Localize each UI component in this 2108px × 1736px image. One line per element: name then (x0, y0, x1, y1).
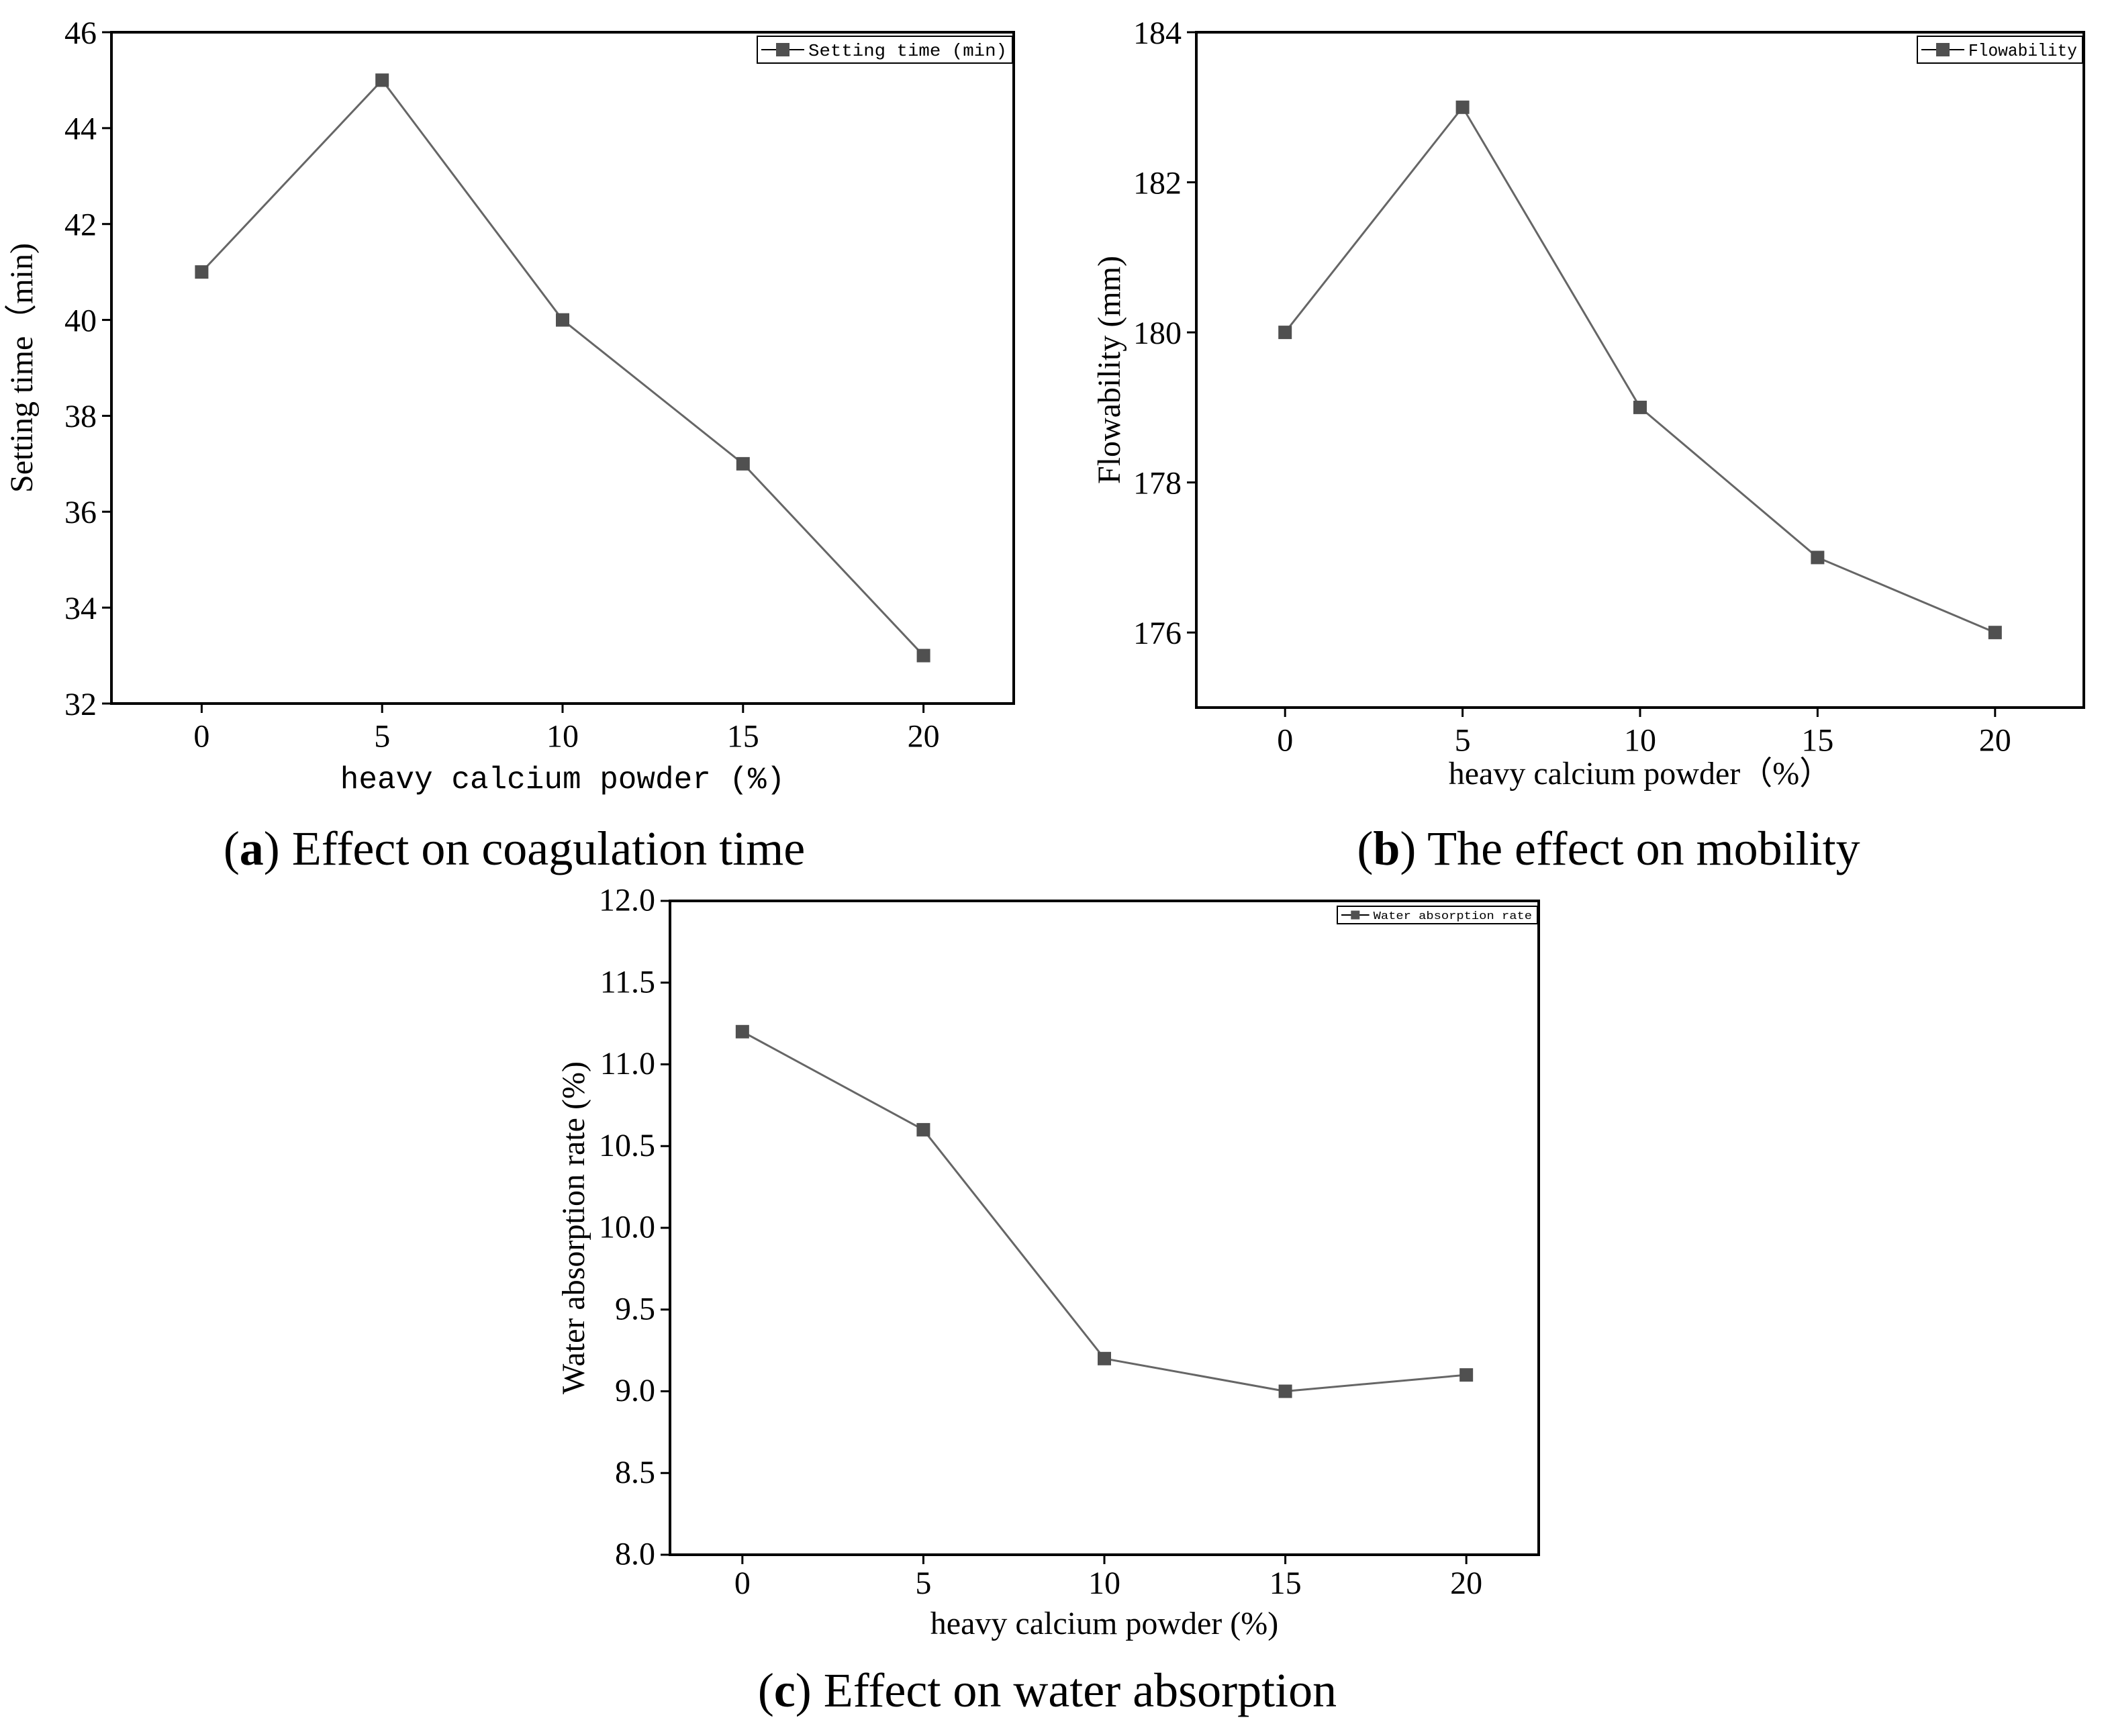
caption-letter: a (240, 822, 264, 875)
y-tick-label: 40 (64, 303, 97, 338)
y-tick-label: 44 (64, 111, 97, 147)
y-tick-label: 8.5 (615, 1455, 655, 1490)
data-point (916, 648, 930, 663)
data-point (1278, 326, 1292, 340)
caption: (b) The effect on mobility (1357, 822, 1860, 875)
caption-text: Effect on water absorption (812, 1663, 1337, 1717)
caption-paren: ( (1357, 822, 1373, 875)
y-tick-label: 180 (1133, 316, 1182, 351)
caption-letter: b (1373, 822, 1400, 875)
data-point (1278, 1384, 1292, 1398)
data-point (735, 1024, 749, 1039)
x-tick-label: 15 (1269, 1565, 1302, 1601)
x-axis-title: heavy calcium powder（%） (1449, 756, 1831, 791)
caption-paren: ( (758, 1663, 774, 1717)
caption-letter: c (774, 1663, 796, 1717)
data-point (1633, 400, 1647, 414)
x-tick-label: 0 (734, 1565, 751, 1601)
y-axis-title: Setting time（min) (4, 243, 40, 493)
x-tick-label: 5 (374, 718, 390, 754)
x-tick-label: 20 (1450, 1565, 1482, 1601)
caption-paren: ) (796, 1663, 812, 1717)
data-point (1988, 626, 2002, 640)
y-tick-label: 178 (1133, 465, 1182, 501)
y-tick-label: 42 (64, 207, 97, 243)
y-tick-label: 12.0 (599, 883, 655, 918)
legend-label: Water absorption rate (1374, 910, 1532, 923)
series-line (1284, 105, 1996, 634)
x-tick-label: 10 (546, 718, 579, 754)
y-tick-label: 176 (1133, 616, 1182, 651)
chart-panel-a: 32 34 36 38 40 42 44 46 0 5 10 15 20 heavy calcium po… (4, 15, 1015, 875)
legend: Flowability (1917, 36, 2083, 64)
y-tick-label: 32 (64, 687, 97, 722)
x-tick-label: 0 (193, 718, 209, 754)
y-tick-label: 9.0 (615, 1373, 655, 1408)
series-line (201, 79, 924, 657)
legend-label: Setting time (min) (808, 41, 1007, 61)
data-point (736, 456, 750, 471)
y-tick-label: 182 (1133, 165, 1182, 201)
x-tick-label: 5 (1455, 722, 1471, 758)
caption-text: The effect on mobility (1416, 822, 1860, 875)
x-tick-label: 20 (908, 718, 940, 754)
y-tick-label: 10.0 (599, 1210, 655, 1245)
legend-box (1337, 906, 1538, 924)
data-point (1455, 100, 1470, 114)
x-tick-label: 0 (1277, 722, 1293, 758)
data-point (375, 73, 389, 87)
x-axis-title: heavy calcium powder (%) (340, 763, 785, 798)
caption: (a) Effect on coagulation time (224, 822, 805, 875)
y-tick-label: 11.0 (600, 1046, 655, 1081)
y-tick-label: 36 (64, 495, 97, 530)
chart-panel-b: 176 178 180 182 184 0 5 10 15 20 heavy calcium pow… (1092, 15, 2085, 875)
y-tick-label: 184 (1133, 15, 1182, 51)
x-tick-label: 20 (1979, 722, 2011, 758)
y-tick-label: 9.5 (615, 1291, 655, 1327)
legend-marker-swatch (1936, 43, 1950, 56)
legend-label: Flowability (1968, 41, 2077, 61)
plot-frame (669, 900, 1540, 1556)
y-tick-label: 8.0 (615, 1537, 655, 1572)
caption: (c) Effect on water absorption (758, 1663, 1337, 1717)
legend-marker-swatch (1351, 910, 1360, 920)
y-tick-label: 34 (64, 591, 97, 626)
data-point (916, 1122, 930, 1137)
data-point (1811, 550, 1825, 565)
legend: Water absorption rate (1337, 906, 1538, 924)
data-point (1459, 1368, 1474, 1382)
x-tick-label: 15 (727, 718, 759, 754)
caption-paren: ) (1400, 822, 1416, 875)
data-point (195, 265, 209, 279)
y-axis-title: Flowability (mm) (1092, 256, 1127, 484)
data-point (556, 313, 569, 327)
x-tick-label: 10 (1624, 722, 1656, 758)
chart-panel-c: 8.0 8.5 9.0 9.5 10.0 10.5 11.0 11.5 12.0 0 5 10 15 20… (556, 883, 1540, 1717)
plot-frame (110, 31, 1015, 705)
caption-paren: ( (224, 822, 240, 875)
x-axis-title: heavy calcium powder (%) (930, 1606, 1278, 1641)
x-tick-label: 10 (1088, 1565, 1120, 1601)
y-tick-label: 46 (64, 15, 97, 51)
caption-paren: ) (264, 822, 280, 875)
data-point (1098, 1351, 1111, 1365)
legend: Setting time (min) (757, 36, 1013, 64)
y-tick-label: 11.5 (600, 964, 655, 1000)
legend-marker-swatch (776, 43, 789, 56)
y-tick-label: 38 (64, 399, 97, 434)
x-tick-label: 15 (1801, 722, 1833, 758)
x-tick-label: 5 (915, 1565, 931, 1601)
series-line (742, 1030, 1467, 1393)
y-tick-label: 10.5 (599, 1128, 655, 1163)
caption-text: Effect on coagulation time (280, 822, 805, 875)
y-axis-title: Water absorption rate (%) (556, 1061, 591, 1394)
plot-frame (1195, 31, 2085, 709)
